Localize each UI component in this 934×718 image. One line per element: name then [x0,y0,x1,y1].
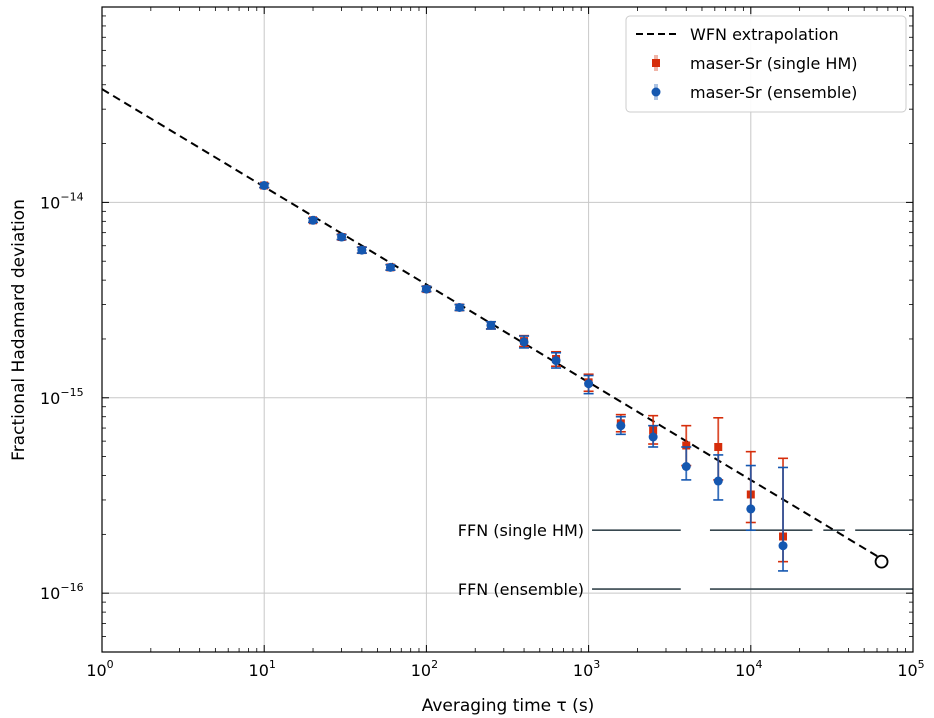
axis-ticks: 100 101 102 103 104 105 10−16 10−15 10−14 [40,7,925,680]
x-tick-label: 103 [573,658,600,680]
data-point-ensemble [616,421,626,431]
data-point-ensemble [486,320,496,330]
data-point-ensemble [746,504,756,514]
plot-frame [101,6,914,653]
x-tick-label: 102 [411,658,438,680]
x-tick-label: 105 [897,658,924,680]
ffn-lines: FFN (single HM) FFN (ensemble) [458,521,913,599]
legend-swatch-square [652,59,660,67]
ffn-label: FFN (single HM) [458,521,584,540]
data-point-ensemble [584,379,594,389]
x-tick-label: 101 [249,658,276,680]
legend-label: WFN extrapolation [690,25,839,44]
data-point-ensemble [421,284,431,294]
data-point-ensemble [648,432,658,442]
ffn-label: FFN (ensemble) [458,580,584,599]
legend-label: maser-Sr (single HM) [690,54,858,73]
legend-box [625,15,907,113]
data-point-ensemble [551,356,561,366]
wfn-end-marker [874,554,889,569]
data-point-ensemble [259,181,269,191]
y-axis-label: Fractional Hadamard deviation [9,199,29,461]
data-point-ensemble [308,215,318,225]
legend-label: maser-Sr (ensemble) [690,83,857,102]
legend: WFN extrapolation maser-Sr (single HM) mas… [625,15,907,113]
data-point-ensemble [385,262,395,272]
y-tick-label: 10−15 [40,386,84,408]
data-point-ensemble [681,461,691,471]
data-point-single-hm [714,442,723,451]
data-point-ensemble [337,232,347,242]
x-tick-label: 100 [86,658,113,680]
data-point-single-hm [682,441,691,450]
data-point-ensemble [519,337,529,347]
data-point-ensemble [357,245,367,255]
data-point-ensemble [455,302,465,312]
legend-swatch-circle [651,87,661,97]
y-tick-label: 10−14 [40,190,84,212]
data-point-ensemble [713,476,723,486]
y-tick-label: 10−16 [40,581,84,603]
x-tick-label: 104 [735,658,762,680]
data-point-ensemble [778,541,788,551]
data-series [259,181,889,572]
x-axis-label: Averaging time τ (s) [422,696,595,716]
